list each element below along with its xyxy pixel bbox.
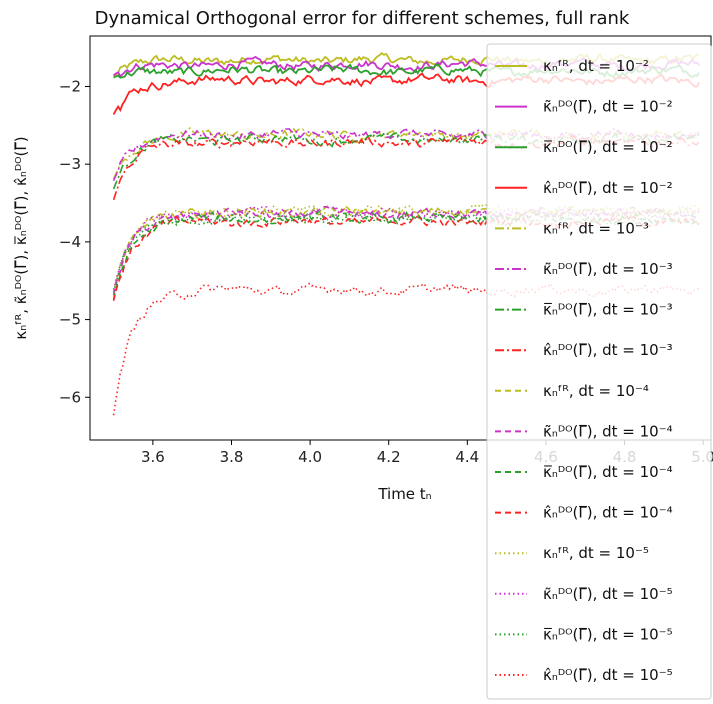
y-tick-label: −6 bbox=[59, 388, 81, 406]
y-axis-label: κₙᶠᴿ, κ̃ₙᴰᴼ(Γ̅), κ̅ₙᴰᴼ(Γ̅), κ̂ₙᴰᴼ(Γ̅) bbox=[12, 136, 30, 339]
x-tick-label: 3.6 bbox=[141, 448, 165, 466]
x-tick-label: 3.8 bbox=[220, 448, 244, 466]
legend-entry: κ̂ₙᴰᴼ(Γ̅), dt = 10⁻⁴ bbox=[543, 504, 673, 522]
legend-entry: κₙᶠᴿ, dt = 10⁻⁵ bbox=[543, 544, 649, 562]
legend-box bbox=[486, 43, 712, 700]
y-tick-label: −3 bbox=[59, 155, 81, 173]
legend-entry: κ̂ₙᴰᴼ(Γ̅), dt = 10⁻³ bbox=[543, 341, 673, 359]
legend-entry: κ̂ₙᴰᴼ(Γ̅), dt = 10⁻² bbox=[543, 179, 673, 197]
legend-entry: κ̅ₙᴰᴼ(Γ̅), dt = 10⁻² bbox=[543, 138, 673, 156]
y-tick-label: −5 bbox=[59, 311, 81, 329]
series-line bbox=[112, 127, 700, 182]
x-tick-label: 4.4 bbox=[455, 448, 479, 466]
legend-entry: κₙᶠᴿ, dt = 10⁻⁴ bbox=[543, 382, 649, 400]
legend-entry: κₙᶠᴿ, dt = 10⁻² bbox=[543, 57, 649, 75]
series-line bbox=[112, 203, 700, 291]
legend-entry: κ̃ₙᴰᴼ(Γ̅), dt = 10⁻³ bbox=[543, 260, 673, 278]
x-tick-label: 4.2 bbox=[377, 448, 401, 466]
legend-entry: κ̅ₙᴰᴼ(Γ̅), dt = 10⁻³ bbox=[543, 301, 673, 319]
legend-entry: κ̅ₙᴰᴼ(Γ̅), dt = 10⁻⁴ bbox=[543, 463, 673, 481]
x-axis-label: Time tₙ bbox=[377, 485, 431, 503]
legend-entry: κ̂ₙᴰᴼ(Γ̅), dt = 10⁻⁵ bbox=[543, 666, 673, 684]
legend-entry: κ̃ₙᴰᴼ(Γ̅), dt = 10⁻⁵ bbox=[543, 585, 673, 603]
x-tick-label: 4.0 bbox=[298, 448, 322, 466]
legend-entry: κ̅ₙᴰᴼ(Γ̅), dt = 10⁻⁵ bbox=[543, 625, 673, 643]
legend-entry: κ̃ₙᴰᴼ(Γ̅), dt = 10⁻⁴ bbox=[543, 422, 673, 440]
legend: κₙᶠᴿ, dt = 10⁻² κ̃ₙᴰᴼ(Γ̅), dt = 10⁻² κ̅ₙᴰᴼ… bbox=[486, 43, 712, 700]
legend-entry: κₙᶠᴿ, dt = 10⁻³ bbox=[543, 219, 649, 237]
legend-entry: κ̃ₙᴰᴼ(Γ̅), dt = 10⁻² bbox=[543, 98, 673, 116]
chart-title: Dynamical Orthogonal error for different… bbox=[95, 8, 630, 29]
series-line bbox=[112, 209, 700, 293]
y-tick-label: −2 bbox=[59, 78, 81, 96]
y-tick-label: −4 bbox=[59, 233, 81, 251]
